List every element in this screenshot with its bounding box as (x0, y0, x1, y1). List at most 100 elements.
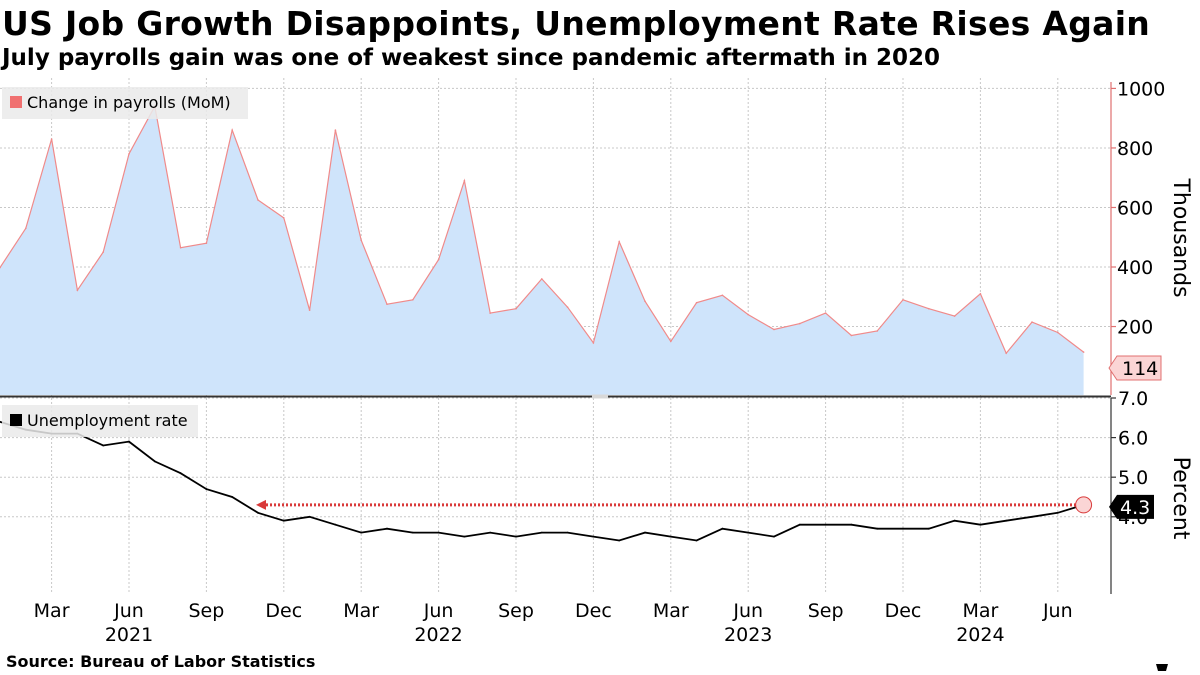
unemployment-legend-box (2, 405, 198, 437)
unemployment-point (773, 535, 775, 538)
payrolls-y-tick-label: 600 (1117, 197, 1153, 219)
unemployment-point (282, 519, 285, 522)
source-note: Source: Bureau of Labor Statistics (6, 652, 316, 671)
payrolls-last-value-badge (1108, 355, 1162, 381)
payrolls-point (1057, 331, 1059, 334)
payrolls-y-axis-title: Thousands (1168, 177, 1193, 297)
x-tick-label-month: Sep (808, 600, 844, 622)
payrolls-point (618, 240, 620, 243)
x-tick-label-year: 2022 (414, 624, 462, 646)
unemployment-point (927, 527, 930, 530)
unemployment-point (386, 527, 388, 530)
x-tick-label-month: Mar (343, 600, 379, 622)
payrolls-point (721, 294, 724, 297)
axes: 20040060080010004.05.06.07.01144.3Thousa… (0, 78, 1193, 594)
unemployment-panel (0, 420, 1093, 542)
x-tick-label-month: Jun (113, 600, 144, 622)
payrolls-point (928, 307, 930, 310)
payrolls-point (953, 315, 956, 317)
unemployment-point (824, 523, 827, 526)
panel-divider-handle (592, 394, 608, 399)
x-tick-label-month: Sep (188, 600, 224, 622)
unemployment-point (153, 460, 156, 463)
x-tick-label-month: Mar (34, 600, 70, 622)
payrolls-legend-swatch (10, 96, 22, 108)
x-tick-label-month: Jun (423, 600, 454, 622)
payrolls-point (76, 289, 79, 292)
x-tick-label-year: 2024 (956, 624, 1004, 646)
payrolls-point (566, 306, 569, 309)
unemployment-point (205, 488, 208, 490)
payrolls-panel (0, 104, 1085, 396)
unemployment-point (515, 535, 517, 538)
payrolls-point (50, 138, 53, 140)
payrolls-point (25, 227, 27, 230)
unemployment-point (747, 531, 750, 534)
x-tick-label-month: Jun (732, 600, 763, 622)
payrolls-point (1082, 351, 1085, 353)
unemployment-point (618, 539, 621, 542)
unemployment-point (1056, 511, 1059, 514)
payrolls-point (515, 307, 517, 310)
unemployment-series-line (0, 420, 1084, 542)
payrolls-point (0, 266, 1, 269)
payrolls-point (747, 313, 749, 316)
unemployment-point (902, 527, 904, 530)
payrolls-area (0, 106, 1084, 396)
x-tick-label-month: Dec (575, 600, 612, 622)
payrolls-y-tick-label: 1000 (1117, 78, 1165, 100)
unemployment-legend-swatch (10, 414, 22, 426)
unemployment-point (876, 527, 879, 530)
payrolls-point (1031, 321, 1033, 323)
payrolls-point (437, 258, 440, 261)
unemployment-point (308, 515, 311, 518)
payrolls-point (308, 309, 311, 312)
x-tick-label-month: Dec (265, 600, 302, 622)
unemployment-point (411, 531, 414, 534)
payrolls-point (205, 242, 208, 244)
x-axis-labels: Mar Jun Sep Dec Mar Jun Sep Dec Mar Jun Sep Dec Mar J… (34, 600, 1073, 646)
unemployment-legend-label: Unemployment rate (27, 411, 188, 430)
payrolls-point (799, 322, 801, 325)
x-tick-label-month: Jun (1042, 600, 1073, 622)
unemployment-point (592, 535, 595, 538)
unemployment-last-value: 4.3 (1120, 497, 1150, 519)
payrolls-point (1005, 352, 1007, 355)
payrolls-y-tick-label: 800 (1117, 138, 1153, 160)
unemployment-point (102, 444, 105, 447)
payrolls-point (489, 312, 492, 314)
payrolls-point (876, 330, 878, 332)
chart-title: US Job Growth Disappoints, Unemployment … (2, 4, 1151, 43)
unemployment-y-tick-label: 5.0 (1118, 467, 1148, 489)
unemployment-point (566, 531, 569, 534)
payrolls-point (360, 239, 363, 241)
payrolls-y-tick-label: 200 (1117, 317, 1153, 339)
payrolls-y-tick-label: 400 (1117, 257, 1153, 279)
unemployment-point (489, 531, 492, 534)
unemployment-last-value-badge (1109, 494, 1154, 519)
unemployment-point (644, 531, 646, 534)
x-tick-label-year: 2021 (105, 624, 153, 646)
unemployment-point (179, 472, 182, 475)
payrolls-point (412, 299, 414, 301)
payrolls-point (463, 179, 466, 182)
unemployment-point (437, 531, 440, 534)
payrolls-legend-box (2, 87, 248, 119)
payrolls-point (592, 342, 595, 344)
payrolls-point (283, 217, 285, 219)
unemployment-point (669, 535, 672, 538)
unemployment-point (0, 420, 1, 423)
payrolls-point (179, 246, 182, 249)
payrolls-legend-label: Change in payrolls (MoM) (27, 93, 231, 112)
unemployment-y-tick-label: 6.0 (1118, 428, 1148, 450)
unemployment-point (1031, 515, 1033, 518)
x-tick-label-month: Sep (498, 600, 534, 622)
unemployment-point (257, 511, 259, 514)
unemployment-point (360, 531, 363, 534)
latest-value-marker (1075, 496, 1093, 514)
reference-arrow-head (256, 499, 266, 510)
unemployment-point (231, 496, 234, 498)
x-tick-label-year: 2023 (724, 624, 772, 646)
payrolls-point (334, 129, 337, 131)
payrolls-point (670, 340, 672, 343)
